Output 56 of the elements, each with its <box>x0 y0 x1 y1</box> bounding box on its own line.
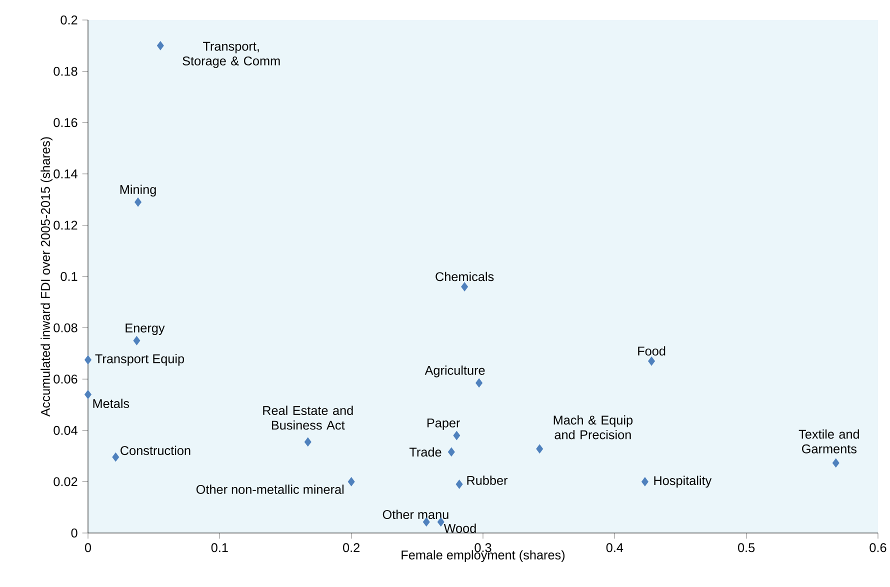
x-tick-label: 0 <box>84 543 92 552</box>
annotation: Wood <box>444 524 476 533</box>
annotation: Trade <box>409 447 442 457</box>
annotation: Textile and Garments <box>798 429 859 454</box>
point <box>453 430 460 440</box>
annotation: Energy <box>126 324 165 336</box>
point <box>832 458 840 468</box>
point <box>648 356 655 366</box>
point <box>348 477 355 486</box>
point <box>536 444 544 454</box>
point <box>461 282 468 292</box>
point <box>112 452 120 462</box>
point <box>641 477 648 486</box>
point <box>304 437 312 446</box>
point <box>84 390 92 400</box>
x-tick-label: 0.5 <box>738 543 755 552</box>
annotation: Transport Equip <box>95 354 184 366</box>
y-tick-label: 0 <box>71 528 78 538</box>
annotation: Mining <box>120 184 156 197</box>
x-tick-label: 0.6 <box>870 543 886 552</box>
y-tick-label: 0.1 <box>60 272 78 281</box>
point <box>84 355 92 364</box>
x-tick-label: 0.4 <box>606 543 624 552</box>
point <box>133 336 140 346</box>
x-axis-title: Female employment (shares) <box>402 550 565 562</box>
y-tick-label: 0.14 <box>54 169 78 178</box>
x-tick-label: 0.1 <box>211 543 228 552</box>
y-tick-label: 0.06 <box>54 374 78 384</box>
y-tick-label: 0.02 <box>54 477 78 486</box>
annotation: Rubber <box>467 476 508 485</box>
y-tick-label: 0.2 <box>60 16 78 24</box>
y-tick-label: 0.16 <box>54 118 78 128</box>
annotation: Agriculture <box>424 366 485 378</box>
y-tick-label: 0.18 <box>54 66 78 76</box>
annotation: Paper <box>427 418 460 430</box>
point <box>156 41 164 50</box>
y-axis-title: Accumulated inward FDI over 2005-2015 (shares) <box>40 137 52 417</box>
annotation: Construction <box>120 446 190 456</box>
y-tick-label: 0.04 <box>54 426 78 435</box>
annotation: Other manu <box>382 510 448 520</box>
annotation: Other non-metallic mineral <box>196 484 344 494</box>
annotation: Real Estate and Business Act <box>263 406 353 430</box>
x-tick-label: 0.3 <box>474 543 492 552</box>
annotation: Transport, Storage & Comm <box>182 42 280 68</box>
point <box>134 198 142 207</box>
point <box>448 447 455 456</box>
annotation: Chemicals <box>436 272 494 282</box>
x-tick-label: 0.2 <box>343 543 360 552</box>
annotation: Mach & Equip and Precision <box>554 415 633 440</box>
annotation: Food <box>638 346 666 356</box>
point <box>456 480 463 489</box>
y-tick-label: 0.12 <box>54 220 78 230</box>
annotation: Metals <box>93 398 130 408</box>
annotation: Hospitality <box>654 476 712 488</box>
point <box>476 378 483 388</box>
y-tick-label: 0.08 <box>54 323 78 332</box>
